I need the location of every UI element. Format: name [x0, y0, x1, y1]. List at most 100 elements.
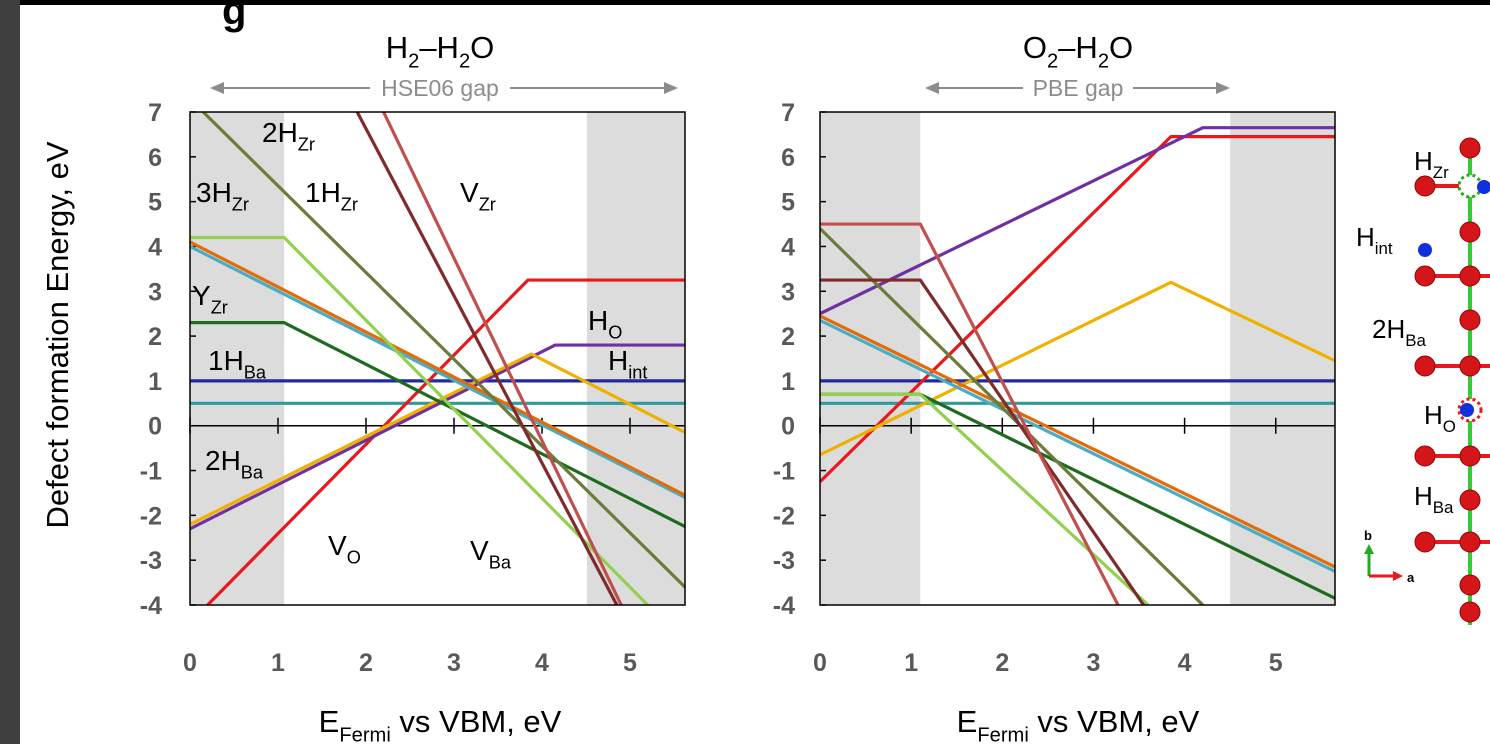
x-tick-label: 4	[535, 649, 549, 677]
top-rule	[20, 0, 1490, 5]
text-part: Ba	[241, 462, 264, 482]
text-part: int	[1375, 239, 1393, 258]
header: g	[222, 0, 246, 33]
x-tick-label: 2	[995, 649, 1009, 677]
structure-label: HZr	[1414, 146, 1449, 182]
shaded-region	[1230, 112, 1335, 605]
side-strip	[0, 0, 20, 744]
text-part: V	[460, 177, 479, 208]
hydrogen	[1460, 403, 1474, 417]
arrow-head	[1393, 571, 1403, 581]
series-line	[820, 318, 1335, 573]
text-part: H	[1414, 146, 1433, 176]
series-line	[820, 222, 1120, 605]
series-label: 2HBa	[205, 445, 264, 482]
y-tick-label: 7	[148, 99, 162, 127]
text-part: E	[319, 704, 340, 739]
text-part: Ba	[1405, 331, 1426, 350]
y-tick-label: 7	[781, 99, 795, 127]
text-part: 2H	[205, 445, 241, 476]
series-group	[190, 112, 685, 605]
x-tick-label: 3	[1086, 649, 1100, 677]
y-tick-label: 3	[781, 278, 795, 306]
x-axis-label: EFermi vs VBM, eV	[957, 704, 1200, 744]
y-tick-label: 0	[781, 413, 795, 441]
text-part: –H	[1058, 30, 1098, 65]
series-label: VO	[328, 530, 361, 567]
series-label: 1HZr	[305, 177, 358, 214]
text-part: H	[1414, 481, 1433, 511]
gap-label: PBE gap	[1033, 75, 1124, 101]
text-part: O	[1109, 30, 1133, 65]
x-tick-label: 2	[359, 649, 373, 677]
x-tick-label: 1	[271, 649, 285, 677]
structure-label: Hint	[1356, 222, 1393, 258]
x-tick-label: 5	[623, 649, 637, 677]
series-label: VBa	[470, 535, 512, 572]
y-tick-label: 4	[148, 233, 162, 261]
text-part: E	[957, 704, 978, 739]
text-part: H	[588, 305, 608, 336]
text-part: H	[386, 30, 408, 65]
arrow-head	[210, 82, 224, 94]
text-part: Fermi	[977, 724, 1028, 744]
y-tick-label: 6	[148, 144, 162, 172]
text-part: vs VBM, eV	[391, 704, 562, 739]
y-axis-label: Defect formation Energy, eV	[40, 141, 75, 528]
text-part: 2	[408, 50, 419, 72]
text-part: Ba	[489, 552, 512, 572]
text-part: Zr	[1433, 163, 1449, 182]
y-tick-label: -4	[773, 592, 795, 620]
text-part: 2	[1047, 50, 1058, 72]
x-tick-label: 1	[904, 649, 918, 677]
y-tick-label: 6	[781, 144, 795, 172]
hydrogen	[1477, 180, 1490, 194]
x-tick-label: 0	[813, 649, 827, 677]
x-tick-label: 5	[1269, 649, 1283, 677]
series-line	[820, 126, 1335, 316]
y-tick-label: 4	[781, 233, 795, 261]
series-label: HO	[588, 305, 622, 342]
chart-title: H2–H2O	[386, 30, 495, 72]
series-line	[820, 135, 1335, 483]
y-tick-label: 1	[148, 368, 162, 396]
y-tick-label: -3	[773, 547, 795, 575]
text-part: Zr	[298, 134, 315, 154]
text-part: 3H	[196, 177, 232, 208]
y-tick-label: -2	[773, 502, 795, 530]
atoms	[1414, 137, 1481, 623]
series-line	[206, 278, 685, 605]
text-part: O	[470, 30, 494, 65]
y-tick-label: 0	[148, 413, 162, 441]
x-tick-label: 0	[183, 649, 197, 677]
text-part: 2H	[262, 117, 298, 148]
y-tick-label: 3	[148, 278, 162, 306]
arrow-head	[1216, 82, 1230, 94]
axis-label: b	[1364, 528, 1372, 543]
text-part: Zr	[232, 194, 249, 214]
arrow-head	[1364, 544, 1374, 554]
y-tick-label: 5	[148, 189, 162, 217]
text-part: V	[470, 535, 489, 566]
text-part: H	[608, 345, 628, 376]
y-tick-label: -1	[140, 458, 162, 486]
series-line	[190, 343, 685, 531]
series-label: YZr	[192, 280, 228, 317]
x-tick-label: 4	[1178, 649, 1192, 677]
arrow-head	[664, 82, 678, 94]
text-part: Ba	[244, 362, 267, 382]
text-part: O	[1023, 30, 1047, 65]
chart-title: O2–H2O	[1023, 30, 1133, 72]
text-part: int	[628, 362, 647, 382]
series-line	[382, 112, 623, 605]
text-part: vs VBM, eV	[1029, 704, 1200, 739]
y-tick-label: -1	[773, 458, 795, 486]
text-part: 2H	[1372, 314, 1405, 344]
hydrogen	[1418, 243, 1432, 257]
x-axis-label: EFermi vs VBM, eV	[319, 704, 562, 744]
structure-label: HO	[1424, 400, 1456, 436]
arrow-head	[925, 82, 939, 94]
structure-label: HBa	[1414, 481, 1454, 517]
